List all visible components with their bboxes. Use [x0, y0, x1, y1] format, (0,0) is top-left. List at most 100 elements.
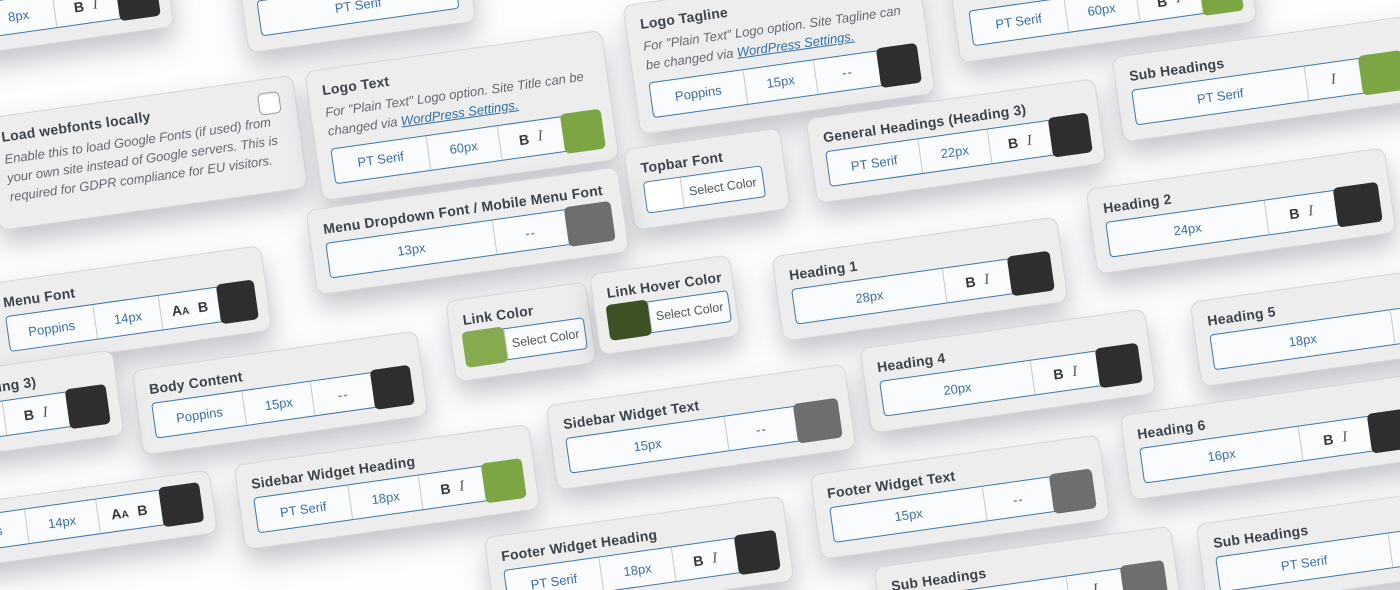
- font-color-swatch[interactable]: [1047, 112, 1093, 158]
- font-color-swatch[interactable]: [1332, 181, 1383, 228]
- card-heading-4: Heading 4 20px B I: [859, 308, 1157, 434]
- bold-toggle[interactable]: B: [22, 406, 36, 424]
- font-color-swatch[interactable]: [1366, 407, 1400, 454]
- font-color-swatch[interactable]: [64, 383, 111, 430]
- italic-toggle[interactable]: I: [1341, 428, 1349, 446]
- bold-toggle[interactable]: B: [1288, 204, 1301, 223]
- font-style-toggles[interactable]: --: [491, 210, 569, 255]
- font-color-swatch[interactable]: [563, 200, 616, 248]
- font-color-swatch[interactable]: [875, 42, 922, 88]
- italic-toggle[interactable]: I: [983, 270, 991, 288]
- disabled-style-indicator[interactable]: --: [754, 420, 768, 437]
- font-size-field[interactable]: 15px: [241, 381, 315, 425]
- font-family-field[interactable]: PT Serif: [849, 151, 899, 174]
- font-color-swatch[interactable]: [559, 108, 606, 154]
- font-family-field[interactable]: PT Serif: [333, 0, 383, 16]
- font-color-swatch[interactable]: [215, 279, 259, 325]
- font-color-swatch[interactable]: [605, 299, 653, 341]
- disabled-style-indicator[interactable]: --: [841, 64, 854, 81]
- font-color-swatch[interactable]: [1006, 250, 1055, 297]
- italic-toggle[interactable]: I: [41, 403, 49, 421]
- font-size-field[interactable]: 22px: [917, 129, 992, 174]
- italic-toggle[interactable]: I: [1307, 202, 1315, 220]
- font-style-toggles[interactable]: --: [813, 51, 881, 94]
- font-size-field[interactable]: 18px: [598, 547, 676, 590]
- font-style-toggles[interactable]: I: [1065, 569, 1125, 590]
- font-color-swatch[interactable]: [370, 364, 415, 410]
- font-family-field[interactable]: PT Serif: [994, 10, 1043, 33]
- select-color-button[interactable]: Select Color: [679, 166, 765, 208]
- font-family-field[interactable]: Poppins: [175, 403, 224, 426]
- italic-toggle[interactable]: I: [1025, 132, 1033, 149]
- italic-toggle[interactable]: I: [1329, 70, 1337, 88]
- font-color-swatch[interactable]: [114, 0, 161, 22]
- font-color-swatch[interactable]: [1094, 342, 1143, 389]
- bold-toggle[interactable]: B: [1155, 0, 1169, 10]
- disabled-style-indicator[interactable]: --: [336, 386, 350, 403]
- font-color-swatch[interactable]: [1048, 468, 1097, 515]
- italic-toggle[interactable]: I: [536, 128, 544, 145]
- font-family-field[interactable]: PT Serif: [278, 498, 328, 520]
- font-color-swatch[interactable]: [461, 326, 509, 368]
- font-family-field[interactable]: Poppins: [673, 82, 723, 105]
- font-style-toggles[interactable]: I: [1303, 59, 1363, 101]
- uppercase-toggle[interactable]: AA: [170, 301, 191, 320]
- disabled-style-indicator[interactable]: --: [1011, 490, 1025, 508]
- italic-toggle[interactable]: I: [1071, 362, 1079, 380]
- bold-toggle[interactable]: B: [517, 130, 531, 148]
- font-family-field[interactable]: PT Serif: [529, 570, 579, 590]
- font-color-swatch[interactable]: [1197, 0, 1244, 16]
- font-size-field[interactable]: 8px: [0, 0, 56, 38]
- font-color-swatch[interactable]: [1119, 559, 1169, 590]
- bold-toggle[interactable]: B: [1322, 430, 1335, 449]
- font-color-swatch[interactable]: [157, 481, 205, 528]
- font-color-swatch[interactable]: [792, 397, 843, 444]
- italic-toggle[interactable]: I: [711, 549, 719, 567]
- font-size-field[interactable]: 14px: [92, 295, 163, 339]
- font-color-swatch[interactable]: [480, 458, 527, 504]
- bold-toggle[interactable]: B: [692, 552, 705, 570]
- bold-toggle[interactable]: B: [196, 298, 210, 316]
- bold-toggle[interactable]: B: [964, 273, 977, 291]
- font-color-swatch[interactable]: [733, 529, 781, 576]
- font-size-field[interactable]: 18px: [347, 475, 423, 520]
- font-size-field[interactable]: 60px: [1063, 0, 1140, 32]
- load-webfonts-checkbox[interactable]: [256, 90, 282, 116]
- font-style-toggles[interactable]: --: [309, 373, 376, 416]
- bold-toggle[interactable]: B: [72, 0, 86, 16]
- uppercase-toggle[interactable]: AA: [110, 505, 130, 523]
- font-style-toggles[interactable]: --: [723, 407, 798, 451]
- font-size-field[interactable]: 60px: [425, 126, 502, 170]
- italic-toggle[interactable]: I: [1091, 580, 1099, 590]
- select-color-button[interactable]: Select Color: [503, 318, 587, 360]
- font-family-field[interactable]: Poppins: [27, 317, 76, 339]
- font-style-toggles[interactable]: BI: [1134, 0, 1203, 22]
- select-color-button[interactable]: Select Color: [647, 291, 731, 333]
- italic-toggle[interactable]: I: [458, 477, 466, 495]
- font-color-swatch[interactable]: [1357, 49, 1400, 96]
- font-style-toggles[interactable]: --: [982, 477, 1054, 521]
- font-size-field[interactable]: 15px: [742, 60, 818, 104]
- bold-toggle[interactable]: B: [1006, 134, 1020, 152]
- italic-toggle[interactable]: I: [1175, 0, 1182, 8]
- font-style-toggles[interactable]: AA B: [94, 490, 163, 534]
- bold-toggle[interactable]: B: [439, 480, 452, 498]
- font-size-field[interactable]: 14px: [23, 499, 100, 544]
- font-style-toggles[interactable]: AA B: [157, 287, 221, 330]
- font-color-swatch[interactable]: [643, 177, 684, 213]
- italic-toggle[interactable]: I: [91, 0, 99, 13]
- disabled-style-indicator[interactable]: --: [524, 224, 537, 241]
- bold-toggle[interactable]: B: [136, 501, 149, 519]
- font-family-field[interactable]: PT Serif: [356, 148, 405, 171]
- bold-toggle[interactable]: B: [1052, 365, 1065, 383]
